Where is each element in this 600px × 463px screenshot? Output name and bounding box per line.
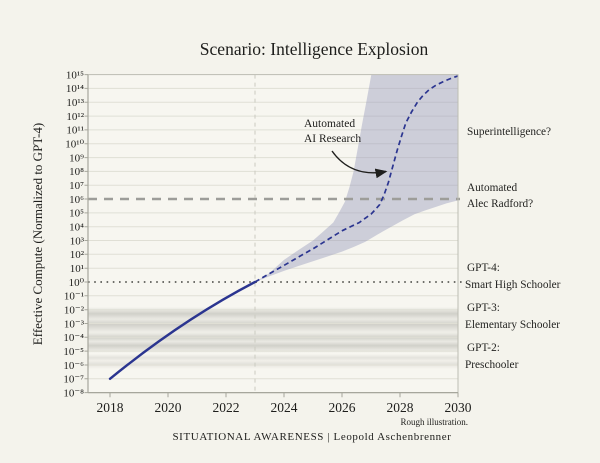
y-tick-label: 10⁻⁶ <box>63 360 84 372</box>
x-axis-ticks <box>109 392 459 398</box>
y-tick-label: 10⁰ <box>69 277 85 289</box>
y-tick-label: 10⁴ <box>69 222 84 234</box>
y-tick-label: 10² <box>70 249 85 261</box>
y-tick-label: 10³ <box>70 235 85 247</box>
y-tick-label: 10⁻⁸ <box>63 387 84 399</box>
automated-ai-research-label: AI Research <box>304 133 361 145</box>
y-tick-label: 10¹⁴ <box>66 83 84 95</box>
y-tick-label: 10⁻² <box>64 305 85 317</box>
y-tick-label: 10⁷ <box>69 180 84 192</box>
y-tick-label: 10¹⁰ <box>65 139 84 151</box>
gpt3-level-label: Elementary Schooler <box>465 319 560 331</box>
gpt4-level-label: Smart High Schooler <box>465 279 561 291</box>
x-tick-label: 2020 <box>155 400 182 415</box>
y-tick-label: 10⁻⁷ <box>63 374 84 386</box>
gpt4-level-label: GPT-4: <box>467 262 500 274</box>
y-tick-label: 10¹ <box>70 263 84 275</box>
y-tick-label: 10⁻³ <box>64 318 85 330</box>
y-tick-label: 10⁻⁴ <box>63 332 84 344</box>
annotation-arrow <box>331 150 388 179</box>
superintelligence-label: Superintelligence? <box>467 126 551 138</box>
y-tick-label: 10⁸ <box>69 166 84 178</box>
lower-level-band <box>88 354 458 369</box>
y-axis-ticks <box>84 74 88 394</box>
x-tick-label: 2028 <box>387 400 414 415</box>
x-tick-label: 2024 <box>271 400 298 415</box>
x-tick-label: 2022 <box>213 400 240 415</box>
y-tick-label: 10¹¹ <box>66 125 84 137</box>
x-tick-label: 2026 <box>329 400 356 415</box>
axis-lines <box>87 74 458 394</box>
y-tick-label: 10⁹ <box>69 152 84 164</box>
x-tick-label: 2018 <box>97 400 124 415</box>
projection-median-line <box>254 75 459 283</box>
chart-title: Scenario: Intelligence Explosion <box>200 39 429 59</box>
automated-alec-radford-label: Alec Radford? <box>467 198 533 210</box>
historical-line <box>108 280 257 380</box>
y-tick-label: 10¹³ <box>66 97 84 109</box>
gpt2-level-label: GPT-2: <box>467 342 500 354</box>
horizontal-gridlines <box>88 87 458 380</box>
gpt3-level-band <box>88 307 458 334</box>
gpt2-level-label: Preschooler <box>465 359 519 371</box>
gpt2-level-band <box>88 332 458 353</box>
y-tick-label: 10⁵ <box>69 208 84 220</box>
y-tick-label: 10¹² <box>66 111 84 123</box>
rough-illustration-note: Rough illustration. <box>401 417 469 427</box>
footer-credit: SITUATIONAL AWARENESS | Leopold Aschenbr… <box>172 431 451 443</box>
y-axis-label: Effective Compute (Normalized to GPT-4) <box>30 123 45 345</box>
y-tick-label: 10⁻⁵ <box>63 346 84 358</box>
automated-ai-research-label: Automated <box>304 118 355 130</box>
automated-alec-radford-label: Automated <box>467 182 518 194</box>
gpt3-level-label: GPT-3: <box>467 302 500 314</box>
y-tick-label: 10⁶ <box>69 194 84 206</box>
y-tick-label: 10¹⁵ <box>66 69 84 81</box>
x-tick-label: 2030 <box>445 400 472 415</box>
y-tick-label: 10⁻¹ <box>64 291 84 303</box>
uncertainty-band <box>255 74 458 282</box>
